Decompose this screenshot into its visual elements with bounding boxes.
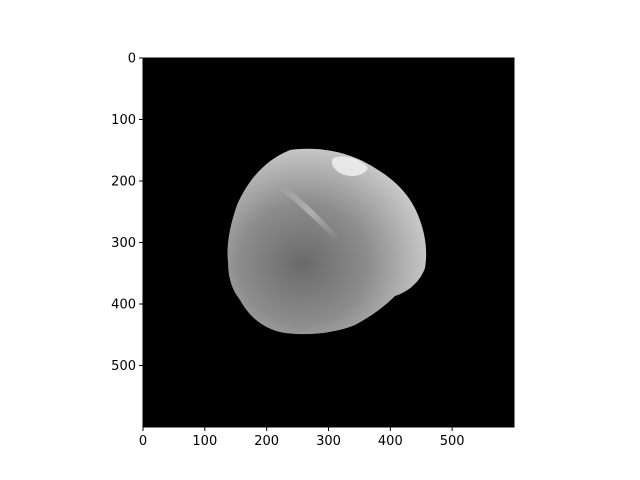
x-tick-label: 400 xyxy=(378,434,403,449)
y-tick-label: 500 xyxy=(111,359,136,374)
y-axis: 0 100 200 300 400 500 xyxy=(111,52,143,374)
x-tick-label: 300 xyxy=(316,434,341,449)
y-tick-label: 0 xyxy=(128,52,136,67)
sphere-object xyxy=(227,148,427,335)
sphere-top-highlight xyxy=(332,156,368,176)
y-tick-label: 400 xyxy=(111,298,136,313)
x-axis: 0 100 200 300 400 500 xyxy=(139,427,465,449)
y-tick-label: 100 xyxy=(111,113,136,128)
x-tick-label: 100 xyxy=(192,434,217,449)
y-tick-label: 300 xyxy=(111,236,136,251)
x-tick-label: 0 xyxy=(139,434,147,449)
sphere-shape xyxy=(227,148,427,335)
x-tick-label: 500 xyxy=(440,434,465,449)
y-tick-label: 200 xyxy=(111,175,136,190)
x-tick-label: 200 xyxy=(254,434,279,449)
sphere-ridge-highlight xyxy=(280,186,338,240)
image-area xyxy=(142,57,515,428)
